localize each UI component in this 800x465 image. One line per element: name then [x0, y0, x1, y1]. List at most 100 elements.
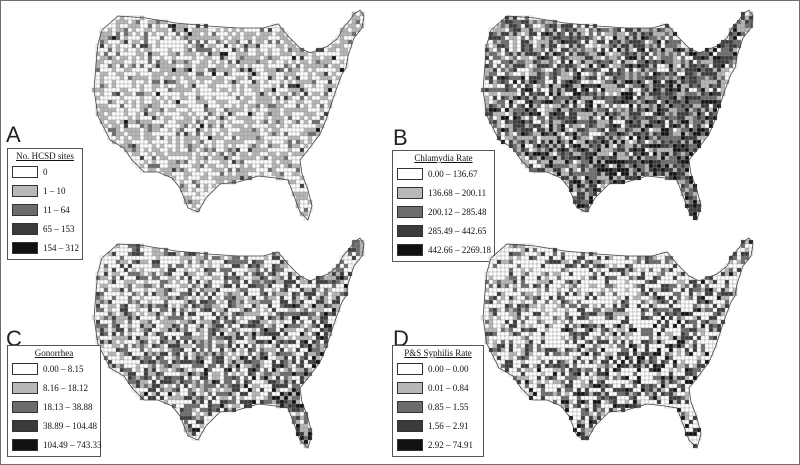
- county-cell: [123, 19, 129, 25]
- county-cell: [103, 119, 109, 125]
- county-cell: [267, 63, 273, 69]
- county-cell: [524, 111, 530, 117]
- county-cell: [151, 83, 157, 89]
- county-cell: [616, 119, 622, 125]
- county-cell: [131, 83, 137, 89]
- county-cell: [331, 75, 337, 81]
- county-cell: [259, 87, 265, 93]
- county-cell: [195, 51, 201, 57]
- county-cell: [584, 103, 590, 109]
- county-cell: [684, 135, 690, 141]
- county-cell: [572, 63, 578, 69]
- county-cell: [628, 27, 634, 33]
- county-cell: [291, 87, 297, 93]
- county-cell: [516, 111, 522, 117]
- county-cell: [163, 39, 169, 45]
- county-cell: [716, 59, 722, 65]
- county-cell: [580, 195, 586, 201]
- county-cell: [311, 135, 317, 141]
- county-cell: [267, 147, 273, 153]
- county-cell: [255, 127, 261, 133]
- county-cell: [303, 191, 309, 197]
- county-cell: [175, 127, 181, 133]
- county-cell: [235, 75, 241, 81]
- county-cell: [239, 275, 245, 281]
- county-cell: [151, 255, 157, 261]
- county-cell: [143, 267, 149, 273]
- county-cell: [323, 71, 329, 77]
- county-cell: [203, 31, 209, 37]
- county-cell: [223, 95, 229, 101]
- county-cell: [115, 27, 121, 33]
- county-cell: [171, 83, 177, 89]
- county-cell: [700, 59, 706, 65]
- county-cell: [736, 27, 742, 33]
- county-cell: [159, 107, 165, 113]
- county-cell: [163, 63, 169, 69]
- county-cell: [255, 271, 261, 277]
- county-cell: [219, 95, 225, 101]
- county-cell: [576, 191, 582, 197]
- county-cell: [299, 91, 305, 97]
- county-cell: [143, 107, 149, 113]
- county-cell: [520, 131, 526, 137]
- county-cell: [692, 143, 698, 149]
- county-cell: [279, 75, 285, 81]
- county-cell: [243, 43, 249, 49]
- county-cell: [532, 151, 538, 157]
- county-cell: [119, 47, 125, 53]
- county-cell: [243, 163, 249, 169]
- county-cell: [195, 131, 201, 137]
- county-cell: [516, 123, 522, 129]
- county-cell: [576, 87, 582, 93]
- county-cell: [271, 139, 277, 145]
- county-cell: [544, 83, 550, 89]
- county-cell: [640, 115, 646, 121]
- county-cell: [271, 167, 277, 173]
- county-cell: [484, 67, 490, 73]
- county-cell: [267, 139, 273, 145]
- county-cell: [544, 43, 550, 49]
- county-cell: [500, 55, 506, 61]
- county-cell: [548, 39, 554, 45]
- county-cell: [592, 127, 598, 133]
- county-cell: [183, 279, 189, 285]
- county-cell: [199, 27, 205, 33]
- county-cell: [279, 163, 285, 169]
- county-cell: [696, 63, 702, 69]
- county-cell: [255, 147, 261, 153]
- county-cell: [123, 255, 129, 261]
- county-cell: [532, 27, 538, 33]
- county-cell: [484, 91, 490, 97]
- county-cell: [628, 71, 634, 77]
- county-cell: [584, 63, 590, 69]
- county-cell: [223, 107, 229, 113]
- county-cell: [95, 291, 101, 297]
- county-cell: [287, 47, 293, 53]
- county-cell: [568, 35, 574, 41]
- county-cell: [215, 179, 221, 185]
- county-cell: [528, 139, 534, 145]
- county-cell: [219, 147, 225, 153]
- county-cell: [107, 131, 113, 137]
- county-cell: [516, 27, 522, 33]
- county-cell: [251, 59, 257, 65]
- county-cell: [119, 31, 125, 37]
- county-cell: [672, 71, 678, 77]
- county-cell: [644, 31, 650, 37]
- county-cell: [664, 43, 670, 49]
- county-cell: [275, 139, 281, 145]
- county-cell: [644, 43, 650, 49]
- county-cell: [259, 111, 265, 117]
- legend-chlamydia-rate: Chlamydia Rate 0.00 – 136.67 136.68 – 200.…: [392, 150, 495, 262]
- county-cell: [171, 175, 177, 181]
- county-cell: [355, 23, 361, 29]
- county-cell: [187, 95, 193, 101]
- county-cell: [592, 111, 598, 117]
- county-cell: [183, 119, 189, 125]
- county-cell: [151, 99, 157, 105]
- county-cell: [516, 127, 522, 133]
- county-cell: [656, 51, 662, 57]
- county-cell: [143, 19, 149, 25]
- county-cell: [179, 43, 185, 49]
